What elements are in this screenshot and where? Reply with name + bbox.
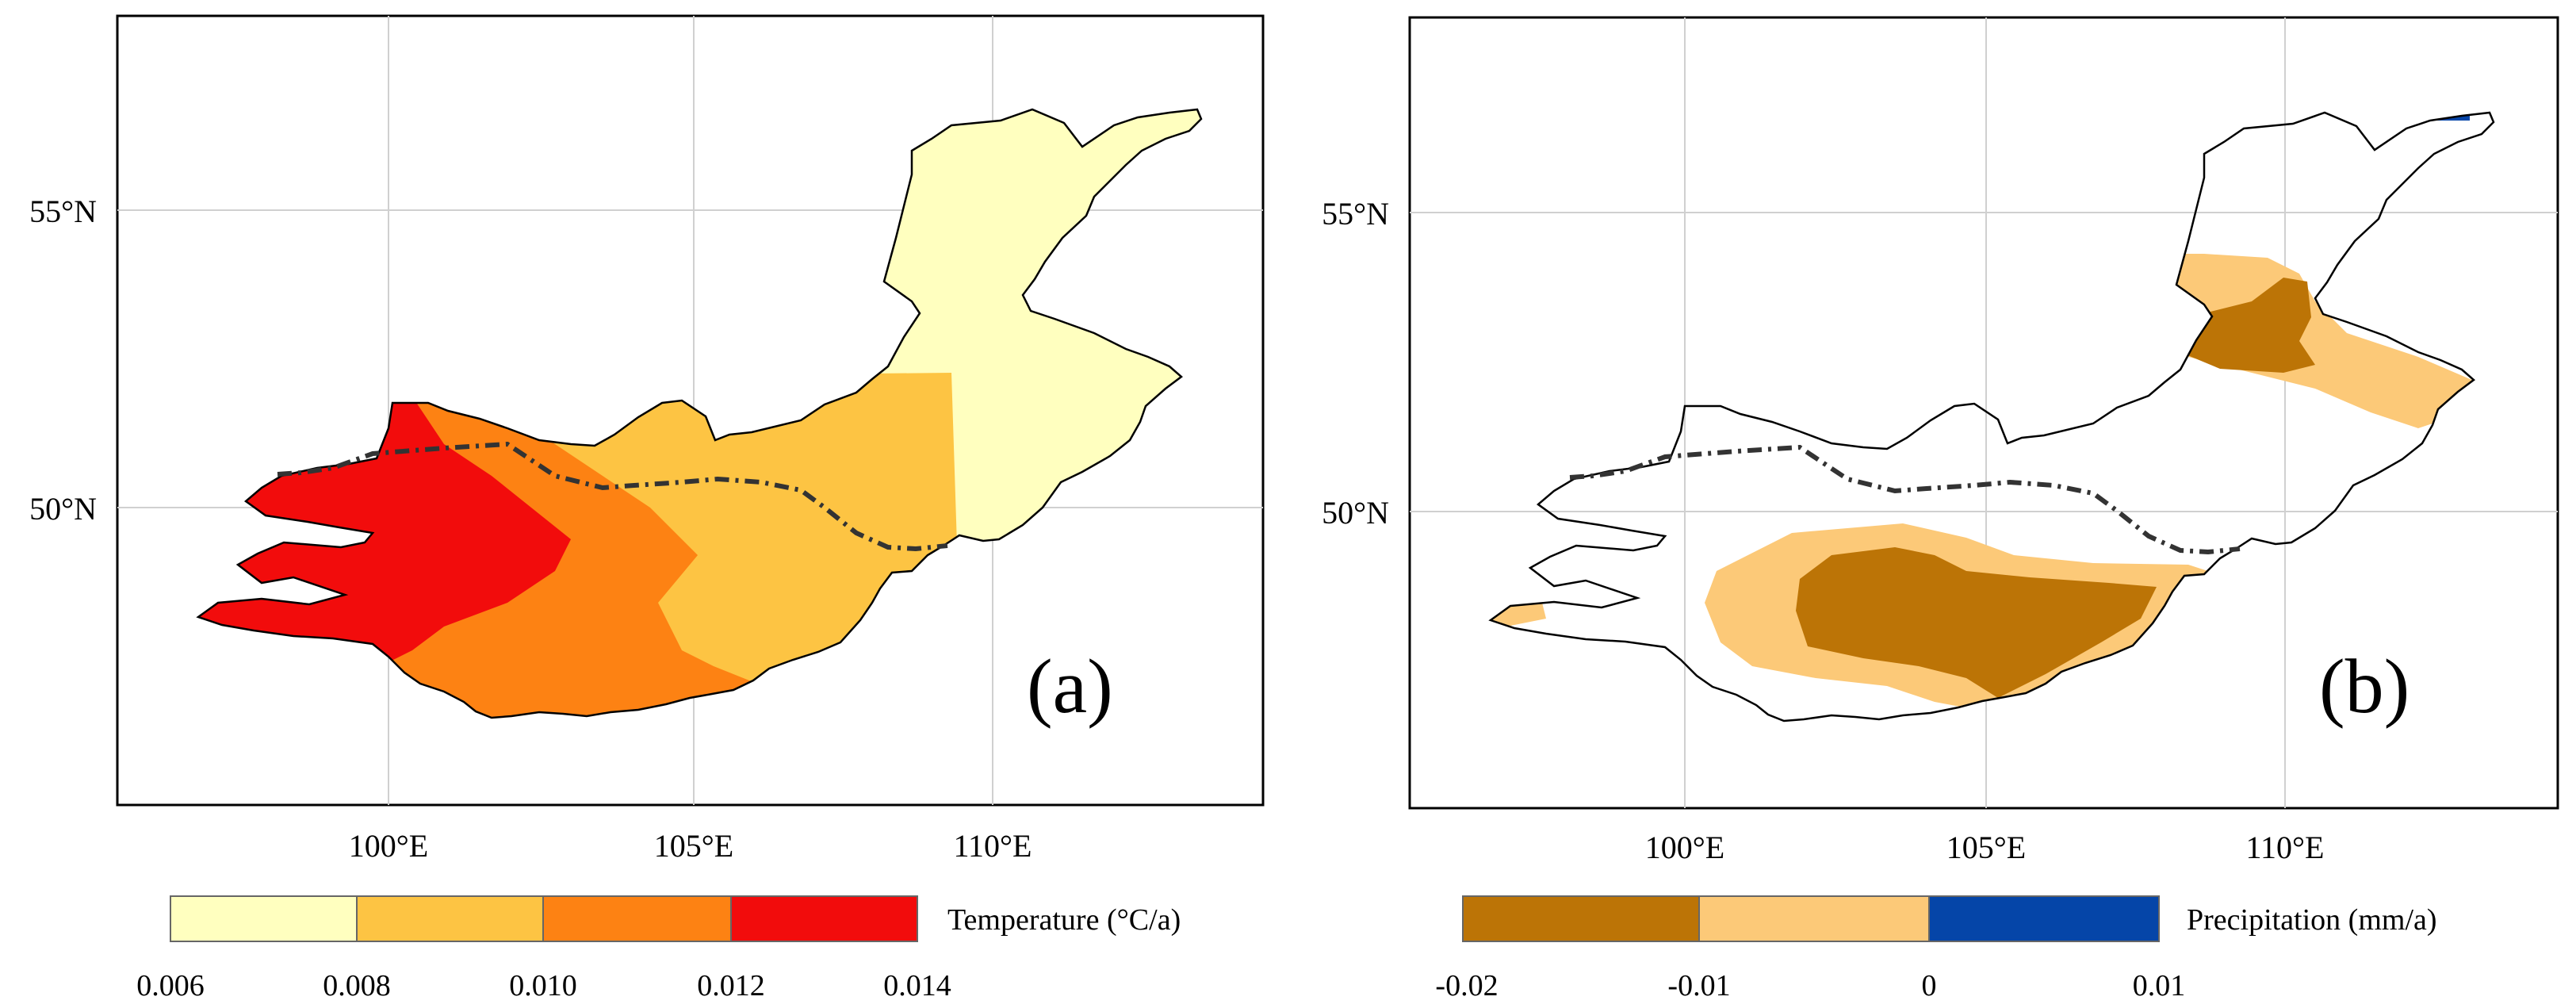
legend-a-swatch-1 xyxy=(170,895,358,942)
legend-b-swatch-2 xyxy=(1698,895,1930,942)
legend-b-title: Precipitation (mm/a) xyxy=(2187,903,2437,937)
panel-b-x-tick-110e: 110°E xyxy=(2246,830,2325,865)
panel-b-legend: Precipitation (mm/a) -0.02 -0.01 0 0.01 xyxy=(1435,895,2437,1002)
legend-a-break-2: 0.008 xyxy=(323,969,391,1002)
panel-a-tag: (a) xyxy=(1027,644,1113,730)
panel-a-x-tick-110e: 110°E xyxy=(954,828,1032,864)
panel-a-national-border xyxy=(277,441,948,552)
panel-b-x-ticks: 100°E 105°E 110°E xyxy=(1645,830,2325,865)
panel-a-x-tick-105e: 105°E xyxy=(654,828,733,864)
panel-a-x-ticks: 100°E 105°E 110°E xyxy=(349,828,1032,864)
legend-b-break-3: 0 xyxy=(1922,969,1937,1002)
legend-a-break-1: 0.006 xyxy=(136,969,205,1002)
panel-b-tag: (b) xyxy=(2319,644,2409,730)
legend-a-break-4: 0.012 xyxy=(697,969,765,1002)
panel-b-gridlines xyxy=(1410,17,2558,808)
panel-b-y-ticks: 55°N 50°N xyxy=(1322,196,1389,531)
legend-b-swatch-3 xyxy=(1928,895,2160,942)
legend-b-swatch-1 xyxy=(1462,895,1700,942)
legend-a-break-5: 0.014 xyxy=(883,969,951,1002)
legend-a-swatch-2 xyxy=(356,895,544,942)
panel-a-legend: Temperature (°C/a) 0.006 0.008 0.010 0.0… xyxy=(136,895,1181,1002)
panel-a-y-ticks: 55°N 50°N xyxy=(29,194,97,527)
panel-b-y-tick-50n: 50°N xyxy=(1322,495,1389,531)
legend-b-break-2: -0.01 xyxy=(1667,969,1730,1002)
panel-b-national-border xyxy=(1569,444,2241,555)
panel-a-y-tick-55n: 55°N xyxy=(29,194,97,229)
panel-a-x-tick-100e: 100°E xyxy=(349,828,428,864)
legend-b-break-1: -0.02 xyxy=(1435,969,1498,1002)
panel-a-map: 55°N 50°N 100°E 105°E 110°E (a) xyxy=(29,14,1265,864)
legend-a-title: Temperature (°C/a) xyxy=(947,903,1181,937)
panel-b-x-tick-105e: 105°E xyxy=(1946,830,2026,865)
legend-a-break-3: 0.010 xyxy=(509,969,577,1002)
legend-b-break-4: 0.01 xyxy=(2133,969,2186,1002)
legend-a-swatch-4 xyxy=(730,895,918,942)
panel-b-y-tick-55n: 55°N xyxy=(1322,196,1389,232)
panel-b-x-tick-100e: 100°E xyxy=(1645,830,1724,865)
panel-a-y-tick-50n: 50°N xyxy=(29,491,97,527)
panel-b-map: 55°N 50°N 100°E 105°E 110°E (b) xyxy=(1322,16,2559,865)
legend-a-swatch-3 xyxy=(542,895,732,942)
